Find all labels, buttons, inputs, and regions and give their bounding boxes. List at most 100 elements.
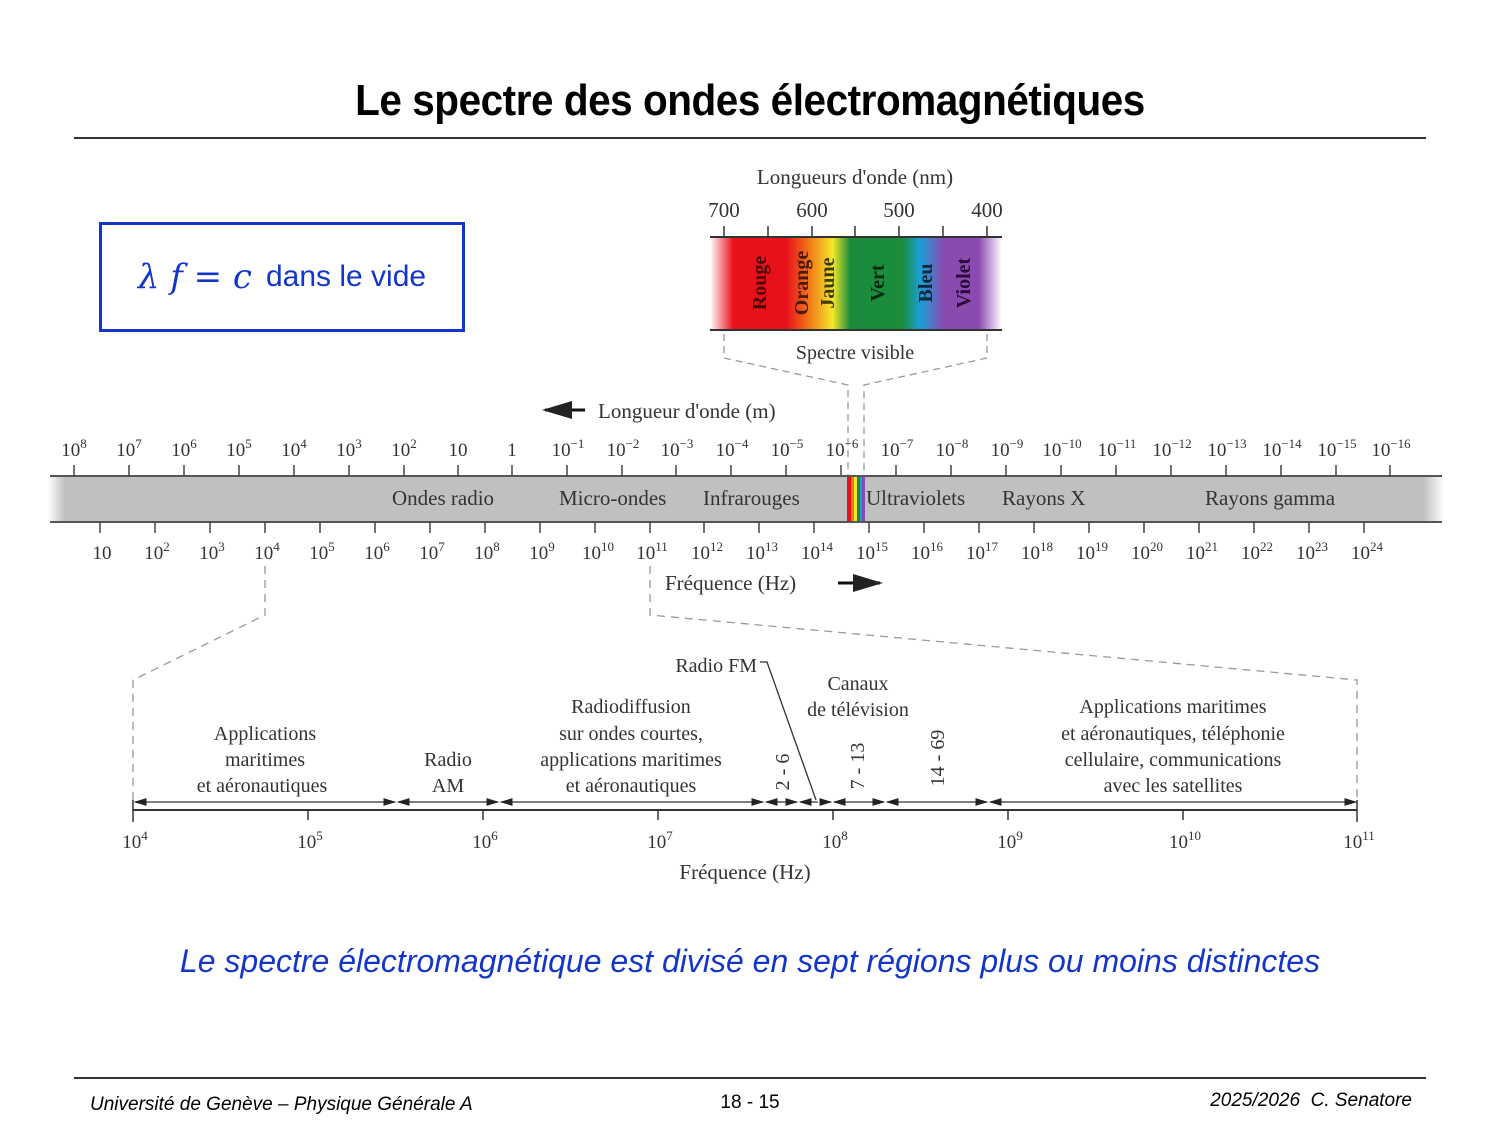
- svg-text:10−2: 10−2: [607, 436, 640, 461]
- svg-text:1022: 1022: [1241, 539, 1273, 564]
- wavelength-ticks: 108 107 106 105 104 103 102 10 1 10−1 10…: [61, 436, 1411, 461]
- svg-text:Applications: Applications: [214, 723, 316, 745]
- footer-page-number: 18 - 15: [720, 1092, 780, 1113]
- svg-text:10−8: 10−8: [936, 436, 969, 461]
- color-label-violet: Violet: [953, 257, 975, 308]
- title-divider: [74, 137, 1426, 139]
- region-ultraviolet: Ultraviolets: [866, 486, 965, 510]
- svg-text:10−3: 10−3: [661, 436, 694, 461]
- svg-text:1017: 1017: [966, 539, 999, 564]
- svg-text:AM: AM: [432, 775, 464, 797]
- svg-text:maritimes: maritimes: [225, 749, 305, 771]
- wavelength-axis-title: Longueur d'onde (m): [598, 399, 776, 423]
- svg-text:10−10: 10−10: [1042, 436, 1081, 461]
- svg-text:102: 102: [144, 539, 170, 564]
- footer-left: Université de Genève – Physique Générale…: [90, 1094, 473, 1115]
- svg-text:102: 102: [391, 436, 417, 461]
- svg-text:10−6: 10−6: [826, 436, 859, 461]
- visible-axis-title: Longueurs d'onde (nm): [757, 165, 953, 189]
- svg-text:1010: 1010: [582, 539, 614, 564]
- svg-text:et aéronautiques: et aéronautiques: [197, 775, 328, 797]
- svg-text:applications maritimes: applications maritimes: [540, 749, 722, 771]
- formula: λ f = c: [137, 257, 252, 297]
- svg-text:10−1: 10−1: [552, 436, 585, 461]
- svg-text:1016: 1016: [911, 539, 944, 564]
- svg-text:2 - 6: 2 - 6: [772, 754, 794, 791]
- em-spectrum-diagram: Longueurs d'onde (nm) 700 600 500 400 Ro…: [48, 165, 1444, 884]
- svg-text:10−5: 10−5: [771, 436, 804, 461]
- radio-frequency-ticks: 104 105 106 107 108 109 1010 1011: [122, 828, 1375, 853]
- page-title: Le spectre des ondes électromagnétiques: [355, 76, 1145, 125]
- svg-text:104: 104: [281, 436, 307, 461]
- svg-text:14 - 69: 14 - 69: [927, 730, 949, 787]
- svg-text:10−14: 10−14: [1262, 436, 1302, 461]
- color-label-rouge: Rouge: [749, 256, 771, 311]
- svg-text:107: 107: [647, 828, 673, 853]
- radio-detail: Applications maritimes et aéronautiques …: [122, 655, 1375, 884]
- footer-right: 2025/2026 C. Senatore: [1210, 1090, 1412, 1111]
- frequency-axis-title: Fréquence (Hz): [665, 571, 796, 595]
- region-microwave: Micro-ondes: [559, 486, 666, 510]
- svg-text:10: 10: [449, 440, 468, 461]
- svg-text:1013: 1013: [746, 539, 778, 564]
- color-label-vert: Vert: [867, 264, 889, 301]
- svg-text:106: 106: [472, 828, 498, 853]
- zoom-connector: [132, 566, 1358, 800]
- svg-text:105: 105: [309, 539, 335, 564]
- frequency-ticks: 10 102 103 104 105 106 107 108 109 1010 …: [93, 539, 1384, 564]
- svg-text:et aéronautiques, téléphonie: et aéronautiques, téléphonie: [1061, 723, 1285, 745]
- svg-text:1011: 1011: [1343, 828, 1375, 853]
- svg-text:10−11: 10−11: [1098, 436, 1137, 461]
- slide-caption: Le spectre électromagnétique est divisé …: [179, 943, 1321, 979]
- svg-text:10: 10: [93, 543, 112, 564]
- footer-divider: [74, 1077, 1426, 1079]
- svg-text:10−7: 10−7: [881, 436, 914, 461]
- svg-text:Canaux: Canaux: [827, 673, 888, 695]
- svg-text:108: 108: [61, 436, 87, 461]
- svg-text:109: 109: [529, 539, 555, 564]
- visible-label: Spectre visible: [796, 342, 914, 364]
- region-gamma: Rayons gamma: [1205, 486, 1336, 510]
- svg-text:10−12: 10−12: [1152, 436, 1191, 461]
- svg-text:10−9: 10−9: [991, 436, 1024, 461]
- svg-text:Applications maritimes: Applications maritimes: [1079, 696, 1266, 718]
- svg-text:107: 107: [419, 539, 445, 564]
- svg-text:1024: 1024: [1351, 539, 1384, 564]
- formula-note: dans le vide: [265, 260, 427, 293]
- visible-spectrum: Longueurs d'onde (nm) 700 600 500 400 Ro…: [708, 165, 1003, 475]
- color-label-jaune: Jaune: [817, 257, 839, 308]
- svg-text:106: 106: [364, 539, 390, 564]
- svg-text:1021: 1021: [1186, 539, 1218, 564]
- svg-text:10−13: 10−13: [1207, 436, 1246, 461]
- svg-text:Radiodiffusion: Radiodiffusion: [571, 696, 691, 718]
- svg-text:106: 106: [171, 436, 197, 461]
- visible-tick: 600: [796, 198, 828, 222]
- color-label-orange: Orange: [791, 251, 813, 316]
- svg-text:Radio: Radio: [424, 749, 472, 771]
- svg-text:1: 1: [507, 440, 517, 461]
- radio-frequency-title: Fréquence (Hz): [679, 860, 810, 884]
- visible-tick: 500: [883, 198, 915, 222]
- region-xray: Rayons X: [1002, 486, 1085, 510]
- svg-text:1011: 1011: [636, 539, 668, 564]
- spectrum-band: [48, 476, 1444, 522]
- svg-text:103: 103: [336, 436, 362, 461]
- svg-text:1015: 1015: [856, 539, 888, 564]
- svg-text:105: 105: [297, 828, 323, 853]
- visible-sliver: [847, 477, 865, 521]
- svg-text:cellulaire, communications: cellulaire, communications: [1065, 749, 1282, 771]
- svg-text:7 - 13: 7 - 13: [847, 743, 869, 790]
- svg-text:1019: 1019: [1076, 539, 1108, 564]
- svg-text:1010: 1010: [1169, 828, 1201, 853]
- region-infrared: Infrarouges: [703, 486, 800, 510]
- visible-tick: 700: [708, 198, 740, 222]
- svg-text:1014: 1014: [801, 539, 834, 564]
- svg-text:108: 108: [822, 828, 848, 853]
- svg-text:1020: 1020: [1131, 539, 1163, 564]
- svg-text:1012: 1012: [691, 539, 723, 564]
- svg-text:108: 108: [474, 539, 500, 564]
- svg-text:1018: 1018: [1021, 539, 1053, 564]
- svg-text:et aéronautiques: et aéronautiques: [566, 775, 697, 797]
- svg-text:10−16: 10−16: [1371, 436, 1411, 461]
- svg-text:de télévision: de télévision: [807, 699, 909, 721]
